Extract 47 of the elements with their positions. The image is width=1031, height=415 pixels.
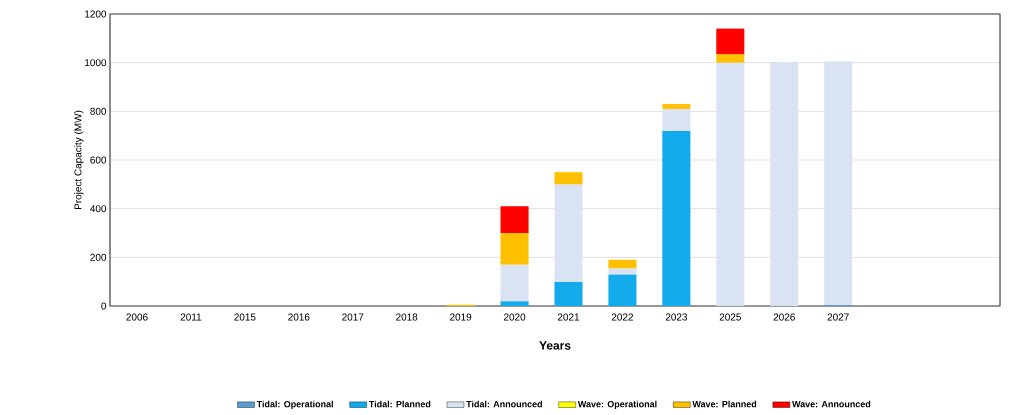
y-tick-label: 1000 [85, 59, 107, 67]
y-tick-label: 400 [90, 205, 107, 213]
x-tick-label: 2006 [126, 313, 148, 321]
legend-label: Wave: Operational [577, 400, 657, 410]
y-tick-label: 1200 [85, 10, 107, 18]
bar [662, 108, 691, 131]
bar [608, 259, 637, 269]
x-tick-label: 2015 [234, 313, 256, 321]
legend-label: Tidal: Planned [368, 400, 431, 408]
bar [824, 61, 853, 305]
y-tick-label: 800 [90, 107, 107, 115]
bar [500, 264, 529, 302]
x-axis-title: Years [539, 341, 571, 350]
x-tick-label: 2023 [665, 313, 688, 321]
y-tick-label: 200 [90, 253, 107, 261]
bar [716, 28, 745, 55]
bar [716, 62, 745, 306]
x-tick-label: 2016 [288, 313, 310, 321]
legend-label: Tidal: Operational [256, 400, 333, 410]
bar [554, 172, 583, 185]
x-tick-label: 2020 [503, 313, 526, 321]
y-tick-label: 0 [101, 302, 107, 310]
x-tick-label: 2019 [450, 313, 472, 321]
x-tick-label: 2011 [180, 313, 202, 321]
bar [608, 274, 637, 306]
x-tick-label: 2017 [342, 313, 364, 321]
bar [662, 130, 691, 306]
bar [500, 233, 529, 265]
bar [554, 281, 583, 306]
bar [662, 104, 691, 109]
legend-label: Wave: Planned [692, 400, 757, 408]
bar [554, 184, 583, 282]
x-tick-label: 2018 [396, 313, 418, 321]
legend-label: Tidal: Announced [466, 400, 542, 408]
y-axis-title: Project Capacity (MW) [74, 110, 84, 210]
bar [500, 301, 529, 306]
bar [608, 268, 637, 275]
x-tick-label: 2021 [557, 313, 580, 321]
legend-label: Wave: Announced [792, 400, 871, 408]
bar [716, 54, 745, 63]
x-tick-label: 2027 [827, 313, 849, 321]
x-tick-label: 2022 [611, 313, 634, 321]
y-tick-label: 600 [90, 156, 107, 164]
x-tick-label: 2026 [773, 313, 795, 321]
bar [770, 62, 799, 306]
x-tick-label: 2025 [719, 313, 741, 321]
bar [500, 206, 529, 233]
